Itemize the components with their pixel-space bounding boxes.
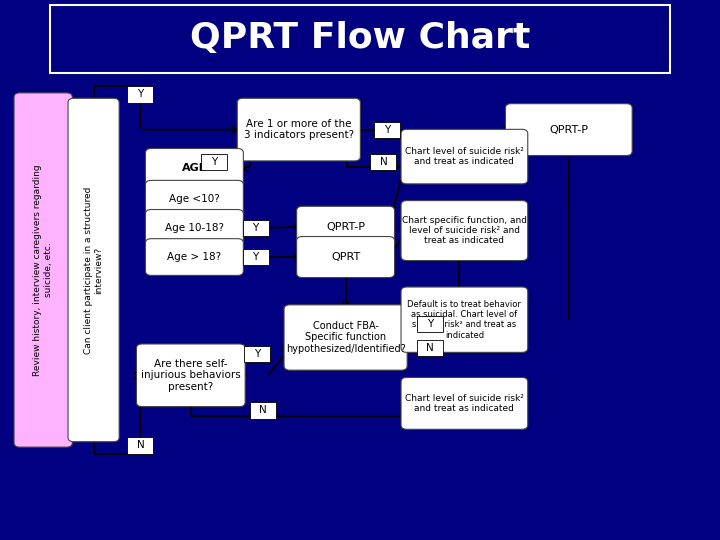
Text: QPRT: QPRT bbox=[331, 252, 360, 262]
Text: N: N bbox=[259, 406, 266, 415]
FancyBboxPatch shape bbox=[297, 237, 395, 278]
Text: Age 10-18?: Age 10-18? bbox=[165, 223, 224, 233]
FancyBboxPatch shape bbox=[243, 249, 269, 265]
Text: Y: Y bbox=[384, 125, 390, 134]
Text: N: N bbox=[379, 157, 387, 167]
Text: Y: Y bbox=[254, 349, 261, 359]
Text: QPRT-P: QPRT-P bbox=[326, 222, 365, 232]
Text: Review history, interview caregivers regarding
suicide, etc.: Review history, interview caregivers reg… bbox=[34, 164, 53, 376]
Text: Age <10?: Age <10? bbox=[169, 194, 220, 204]
Text: AGE: AGE bbox=[181, 164, 207, 173]
FancyBboxPatch shape bbox=[245, 346, 271, 362]
FancyBboxPatch shape bbox=[401, 201, 528, 261]
FancyBboxPatch shape bbox=[145, 148, 243, 188]
Text: Are 1 or more of the
3 indicators present?: Are 1 or more of the 3 indicators presen… bbox=[244, 119, 354, 140]
FancyBboxPatch shape bbox=[250, 402, 276, 418]
FancyBboxPatch shape bbox=[137, 344, 245, 407]
FancyBboxPatch shape bbox=[237, 98, 360, 161]
FancyBboxPatch shape bbox=[243, 220, 269, 236]
Text: QPRT Flow Chart: QPRT Flow Chart bbox=[190, 21, 530, 55]
Text: Y: Y bbox=[253, 252, 258, 262]
FancyBboxPatch shape bbox=[14, 93, 72, 447]
FancyBboxPatch shape bbox=[297, 206, 395, 247]
FancyBboxPatch shape bbox=[418, 340, 444, 356]
Text: Y: Y bbox=[138, 90, 143, 99]
Text: Y: Y bbox=[253, 223, 258, 233]
FancyBboxPatch shape bbox=[505, 104, 632, 156]
Text: Can client participate in a structured
interview?: Can client participate in a structured i… bbox=[84, 186, 103, 354]
FancyBboxPatch shape bbox=[201, 154, 228, 170]
Text: QPRT-P: QPRT-P bbox=[549, 125, 588, 134]
Text: Y: Y bbox=[427, 319, 433, 329]
Text: N: N bbox=[137, 441, 144, 450]
FancyBboxPatch shape bbox=[418, 316, 444, 332]
Text: N: N bbox=[426, 343, 434, 353]
FancyBboxPatch shape bbox=[370, 154, 396, 170]
Text: Chart level of suicide risk²
and treat as indicated: Chart level of suicide risk² and treat a… bbox=[405, 147, 524, 166]
Text: Are there self-
injurious behaviors
present?: Are there self- injurious behaviors pres… bbox=[141, 359, 240, 392]
FancyBboxPatch shape bbox=[401, 377, 528, 429]
FancyBboxPatch shape bbox=[374, 122, 400, 138]
FancyBboxPatch shape bbox=[145, 180, 243, 217]
FancyBboxPatch shape bbox=[145, 239, 243, 275]
FancyBboxPatch shape bbox=[401, 287, 528, 353]
FancyBboxPatch shape bbox=[68, 98, 120, 442]
Text: Conduct FBA-
Specific function
hypothesized/Identified?: Conduct FBA- Specific function hypothesi… bbox=[286, 321, 405, 354]
FancyBboxPatch shape bbox=[127, 86, 153, 103]
FancyBboxPatch shape bbox=[127, 437, 153, 454]
Text: Chart specific function, and
level of suicide risk² and
treat as indicated: Chart specific function, and level of su… bbox=[402, 215, 527, 246]
Text: Y: Y bbox=[211, 157, 217, 167]
FancyBboxPatch shape bbox=[145, 210, 243, 246]
Text: Chart level of suicide risk²
and treat as indicated: Chart level of suicide risk² and treat a… bbox=[405, 394, 524, 413]
FancyBboxPatch shape bbox=[401, 130, 528, 184]
Text: Age > 18?: Age > 18? bbox=[167, 252, 222, 262]
FancyBboxPatch shape bbox=[284, 305, 407, 370]
Text: Default is to treat behavior
as suicidal. Chart level of
suicide risk² and treat: Default is to treat behavior as suicidal… bbox=[408, 300, 521, 340]
